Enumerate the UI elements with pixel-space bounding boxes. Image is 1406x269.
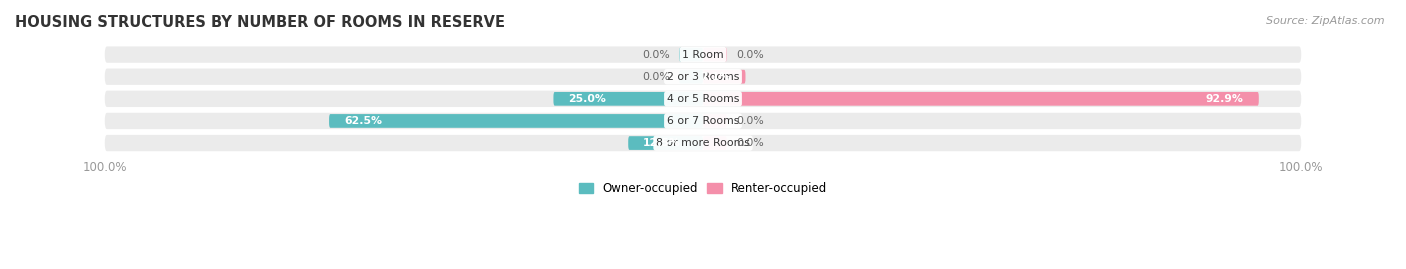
Text: 0.0%: 0.0% — [735, 116, 763, 126]
Text: 0.0%: 0.0% — [735, 138, 763, 148]
FancyBboxPatch shape — [329, 114, 703, 128]
FancyBboxPatch shape — [703, 114, 727, 128]
FancyBboxPatch shape — [703, 136, 727, 150]
Text: 0.0%: 0.0% — [643, 72, 671, 82]
Text: 2 or 3 Rooms: 2 or 3 Rooms — [666, 72, 740, 82]
Legend: Owner-occupied, Renter-occupied: Owner-occupied, Renter-occupied — [574, 177, 832, 200]
FancyBboxPatch shape — [679, 70, 703, 84]
FancyBboxPatch shape — [104, 91, 1302, 107]
FancyBboxPatch shape — [628, 136, 703, 150]
Text: HOUSING STRUCTURES BY NUMBER OF ROOMS IN RESERVE: HOUSING STRUCTURES BY NUMBER OF ROOMS IN… — [15, 15, 505, 30]
FancyBboxPatch shape — [703, 48, 727, 61]
Text: 8 or more Rooms: 8 or more Rooms — [657, 138, 749, 148]
Text: 7.1%: 7.1% — [700, 72, 731, 82]
FancyBboxPatch shape — [679, 48, 703, 61]
FancyBboxPatch shape — [104, 135, 1302, 151]
Text: Source: ZipAtlas.com: Source: ZipAtlas.com — [1267, 16, 1385, 26]
Text: 1 Room: 1 Room — [682, 49, 724, 60]
Text: 4 or 5 Rooms: 4 or 5 Rooms — [666, 94, 740, 104]
Text: 0.0%: 0.0% — [643, 49, 671, 60]
Text: 25.0%: 25.0% — [568, 94, 606, 104]
Text: 12.5%: 12.5% — [643, 138, 681, 148]
Text: 92.9%: 92.9% — [1206, 94, 1244, 104]
Text: 6 or 7 Rooms: 6 or 7 Rooms — [666, 116, 740, 126]
Text: 62.5%: 62.5% — [344, 116, 382, 126]
FancyBboxPatch shape — [104, 47, 1302, 63]
FancyBboxPatch shape — [554, 92, 703, 106]
Text: 0.0%: 0.0% — [735, 49, 763, 60]
FancyBboxPatch shape — [104, 69, 1302, 85]
FancyBboxPatch shape — [703, 70, 745, 84]
FancyBboxPatch shape — [104, 113, 1302, 129]
FancyBboxPatch shape — [703, 92, 1258, 106]
